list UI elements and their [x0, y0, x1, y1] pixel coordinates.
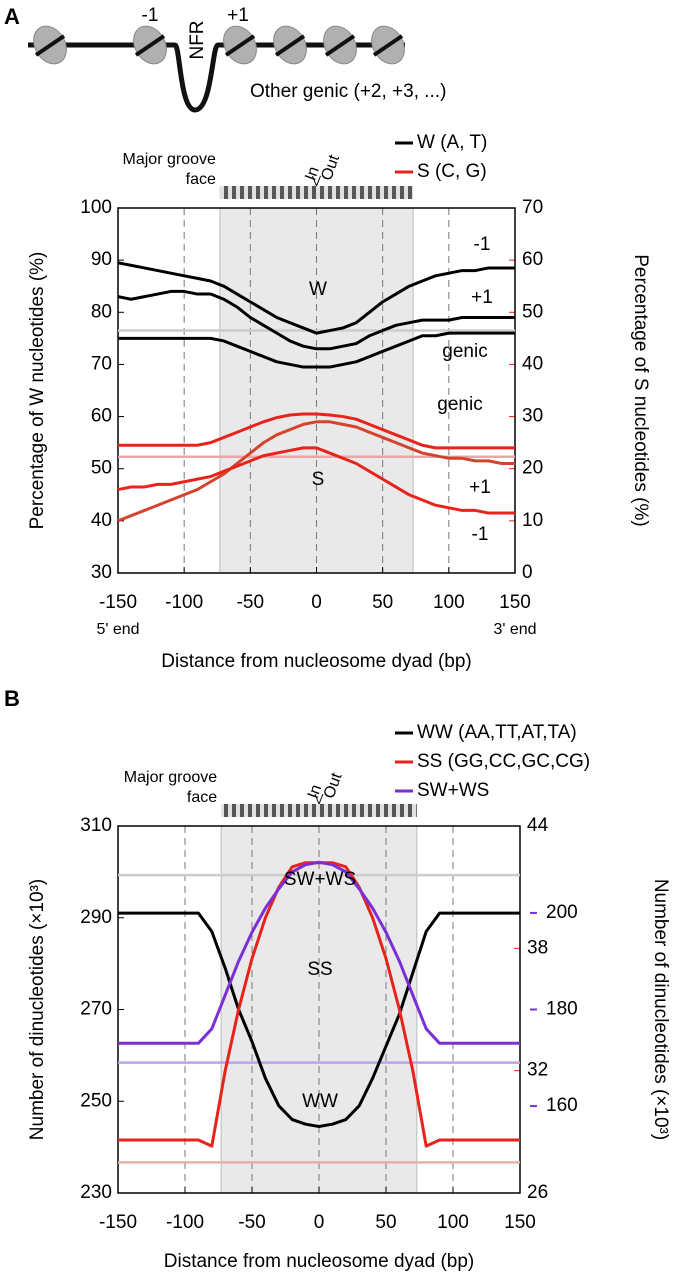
groove-label: Major groove: [123, 151, 216, 168]
diagram-caption: Other genic (+2, +3, ...): [250, 81, 446, 102]
groove-pointer: [312, 175, 317, 187]
x-end-label: 3' end: [493, 621, 536, 638]
y-axis-label: Percentage of W nucleotides (%): [27, 252, 48, 530]
x-tick-label: 0: [311, 592, 322, 613]
x-tick-label: -100: [165, 592, 203, 613]
y2-tick-label: 40: [522, 353, 543, 374]
x-tick-label: 50: [375, 1212, 396, 1233]
series-label: +1: [471, 287, 493, 308]
series-line: [117, 261, 515, 335]
groove-label: face: [186, 171, 216, 188]
y-axis-label: Number of dinucleotides (×10³): [27, 879, 48, 1140]
groove-out: Out: [318, 152, 343, 183]
y-tick-label: 310: [80, 815, 112, 836]
x-tick-label: -50: [238, 1212, 265, 1233]
y-tick-label: 270: [80, 999, 112, 1020]
groove-pointer: [318, 793, 324, 805]
series-line: [117, 289, 515, 351]
groove-label: face: [187, 789, 217, 806]
series-line: [118, 412, 515, 450]
y3-tick-label: 200: [546, 902, 578, 923]
y-tick-label: 70: [91, 353, 112, 374]
legend-label: WW (AA,TT,AT,TA): [417, 722, 577, 743]
groove-in: In: [302, 164, 323, 182]
groove-pointer: [316, 175, 321, 187]
diagram-label: +1: [227, 5, 249, 26]
plot-frame: [117, 207, 516, 574]
y2-axis-label: Percentage of S nucleotides (%): [630, 254, 651, 527]
y-tick-label: 230: [80, 1182, 112, 1203]
y-tick-label: 100: [80, 197, 112, 218]
y2-tick-label: 20: [522, 458, 543, 479]
panel-label: B: [4, 686, 20, 711]
nucleosome-diagram: [28, 25, 405, 113]
x-tick-label: 0: [314, 1212, 325, 1233]
y-tick-label: 50: [91, 458, 112, 479]
annotation: W: [309, 279, 327, 300]
y-tick-label: 30: [91, 562, 112, 583]
x-tick-label: 150: [499, 592, 531, 613]
y-tick-label: 250: [80, 1090, 112, 1111]
groove-pointer: [314, 793, 320, 805]
y2-tick-label: 38: [527, 937, 548, 958]
annotation: S: [312, 469, 325, 490]
panel-label: A: [4, 4, 20, 29]
annotation: SW+WS: [284, 869, 356, 890]
series-line: [117, 446, 515, 515]
y-tick-label: 90: [91, 249, 112, 270]
annotation: SS: [307, 959, 332, 980]
x-tick-label: -50: [237, 592, 264, 613]
major-groove-bar: [221, 804, 417, 817]
y2-tick-label: 32: [527, 1060, 548, 1081]
diagram-label: -1: [142, 5, 159, 26]
legend-label: S (C, G): [417, 161, 487, 182]
series-label: genic: [437, 394, 482, 415]
series-label: +1: [469, 477, 491, 498]
series-line: [118, 331, 515, 369]
series-line: [118, 860, 520, 1045]
y-tick-label: 60: [91, 406, 112, 427]
x-end-label: 5' end: [96, 621, 139, 638]
y2-tick-label: 70: [522, 197, 543, 218]
y-tick-label: 40: [91, 510, 112, 531]
y2-tick-label: 0: [522, 562, 533, 583]
plot-frame: [117, 825, 521, 1194]
y2-tick-label: 30: [522, 406, 543, 427]
x-axis-label: Distance from nucleosome dyad (bp): [161, 651, 471, 672]
x-tick-label: 150: [504, 1212, 536, 1233]
major-groove-bar: [219, 186, 414, 199]
x-tick-label: -100: [166, 1212, 204, 1233]
y3-tick-label: 160: [546, 1095, 578, 1116]
groove-label: Major groove: [124, 769, 217, 786]
y2-tick-label: 26: [527, 1182, 548, 1203]
legend-label: SW+WS: [417, 780, 489, 801]
x-axis-label: Distance from nucleosome dyad (bp): [164, 1251, 474, 1272]
y2-tick-label: 44: [527, 815, 549, 836]
legend-label: W (A, T): [417, 132, 487, 153]
y2-tick-label: 50: [522, 301, 543, 322]
groove-out: Out: [321, 770, 346, 801]
y2-axis-label: Number of dinucleotides (×10³): [650, 879, 671, 1140]
series-line: [118, 911, 520, 1128]
y-tick-label: 80: [91, 301, 112, 322]
y2-tick-label: 10: [522, 510, 543, 531]
x-tick-label: 100: [437, 1212, 469, 1233]
y-tick-label: 290: [80, 907, 112, 928]
annotation: WW: [302, 1091, 338, 1112]
series-label: genic: [442, 341, 487, 362]
x-tick-label: -150: [99, 1212, 137, 1233]
x-tick-label: 50: [372, 592, 393, 613]
series-label: -1: [472, 524, 489, 545]
legend-label: SS (GG,CC,GC,CG): [417, 751, 590, 772]
y2-tick-label: 60: [522, 249, 543, 270]
x-tick-label: 100: [433, 592, 465, 613]
groove-in: In: [305, 782, 326, 800]
series-label: -1: [474, 234, 491, 255]
diagram-label: NFR: [187, 20, 208, 59]
x-tick-label: -150: [99, 592, 137, 613]
series-line: [117, 420, 515, 523]
y3-tick-label: 180: [546, 999, 578, 1020]
